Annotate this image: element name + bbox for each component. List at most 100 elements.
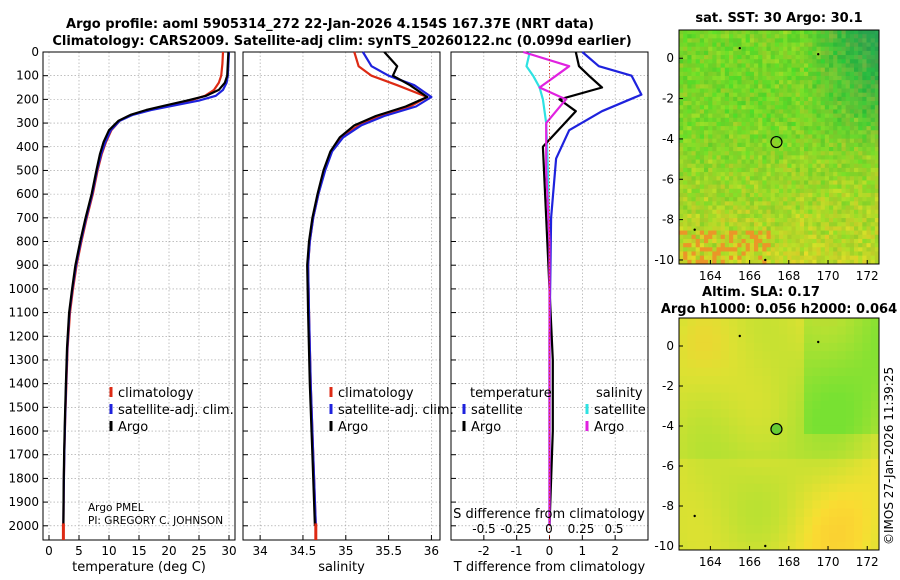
- heatmap-cell: [812, 34, 817, 39]
- heatmap-cell: [854, 334, 863, 344]
- heatmap-cell: [683, 151, 688, 156]
- heatmap-cell: [695, 197, 701, 202]
- heatmap-cell: [812, 367, 822, 377]
- heatmap-cell: [683, 147, 688, 152]
- heatmap-cell: [804, 34, 809, 39]
- y-tick-label: -8: [662, 213, 674, 227]
- heatmap-cell: [679, 96, 684, 102]
- heatmap-cell: [849, 117, 855, 123]
- y-tick-label: 1100: [8, 306, 39, 320]
- heatmap-cell: [858, 155, 863, 160]
- heatmap-cell: [720, 75, 726, 81]
- heatmap-cell: [799, 142, 805, 148]
- heatmap-cell: [733, 159, 738, 165]
- heatmap-cell: [849, 255, 855, 261]
- heatmap-cell: [774, 117, 780, 123]
- heatmap-cell: [845, 222, 851, 227]
- heatmap-cell: [824, 247, 830, 252]
- heatmap-cell: [799, 222, 805, 227]
- heatmap-cell: [841, 113, 847, 119]
- heatmap-cell: [695, 59, 701, 64]
- heatmap-cell: [874, 42, 880, 48]
- heatmap-cell: [812, 318, 822, 327]
- heatmap-cell: [779, 172, 784, 177]
- heatmap-cell: [679, 201, 684, 206]
- heatmap-cell: [687, 55, 692, 60]
- heatmap-cell: [783, 34, 788, 39]
- heatmap-cell: [741, 117, 747, 123]
- heatmap-cell: [862, 180, 867, 186]
- heatmap-cell: [824, 163, 830, 169]
- heatmap-cell: [712, 318, 722, 327]
- heatmap-cell: [745, 201, 751, 206]
- heatmap-cell: [716, 105, 722, 110]
- heatmap-cell: [695, 130, 701, 135]
- heatmap-cell: [758, 134, 763, 140]
- heatmap-cell: [762, 425, 772, 435]
- heatmap-cell: [741, 209, 747, 215]
- heatmap-cell: [712, 172, 717, 177]
- heatmap-cell: [679, 113, 684, 119]
- heatmap-cell: [791, 84, 797, 89]
- heatmap-cell: [758, 138, 763, 144]
- heatmap-cell: [737, 359, 747, 369]
- heatmap-cell: [762, 230, 767, 236]
- heatmap-cell: [704, 541, 713, 551]
- heatmap-cell: [791, 101, 797, 106]
- heatmap-cell: [716, 180, 722, 186]
- heatmap-cell: [837, 71, 842, 77]
- heatmap-cell: [762, 247, 767, 252]
- heatmap-cell: [687, 176, 692, 181]
- heatmap-cell: [829, 400, 838, 410]
- heatmap-cell: [862, 541, 872, 551]
- heatmap-cell: [712, 63, 717, 69]
- heatmap-cell: [795, 409, 805, 418]
- heatmap-cell: [683, 176, 688, 181]
- heatmap-cell: [820, 238, 826, 244]
- heatmap-cell: [837, 508, 847, 518]
- heatmap-cell: [799, 172, 805, 177]
- heatmap-cell: [845, 234, 851, 240]
- heatmap-cell: [683, 209, 688, 215]
- heatmap-cell: [695, 222, 701, 227]
- heatmap-cell: [737, 492, 747, 501]
- heatmap-cell: [779, 147, 784, 152]
- heatmap-cell: [829, 483, 838, 493]
- heatmap-cell: [874, 38, 880, 43]
- heatmap-cell: [683, 80, 688, 85]
- heatmap-cell: [749, 134, 755, 140]
- heatmap-cell: [837, 109, 842, 114]
- heatmap-cell: [724, 259, 730, 265]
- heatmap-cell: [720, 92, 726, 98]
- heatmap-cell: [820, 359, 830, 369]
- heatmap-cell: [829, 533, 838, 543]
- heatmap-cell: [745, 425, 755, 435]
- heatmap-cell: [770, 147, 776, 152]
- heatmap-cell: [816, 84, 822, 89]
- heatmap-cell: [816, 188, 822, 194]
- heatmap-cell: [695, 121, 701, 127]
- heatmap-cell: [687, 92, 692, 98]
- heatmap-cell: [804, 75, 809, 81]
- heatmap-cell: [833, 84, 838, 89]
- heatmap-cell: [737, 392, 747, 402]
- heatmap-cell: [783, 251, 788, 257]
- heatmap-cell: [820, 34, 826, 39]
- heatmap-cell: [799, 121, 805, 127]
- heatmap-cell: [770, 84, 776, 89]
- heatmap-cell: [812, 176, 817, 181]
- heatmap-cell: [712, 71, 717, 77]
- heatmap-cell: [837, 247, 842, 252]
- heatmap-cell: [870, 46, 876, 52]
- heatmap-cell: [704, 38, 709, 43]
- heatmap-cell: [679, 142, 684, 148]
- heatmap-cell: [854, 376, 863, 385]
- heatmap-cell: [712, 226, 717, 231]
- heatmap-cell: [779, 218, 784, 223]
- heatmap-cell: [729, 121, 734, 127]
- x-tick-label: 170: [817, 555, 840, 569]
- heatmap-cell: [829, 508, 838, 518]
- heatmap-cell: [749, 251, 755, 257]
- heatmap-cell: [691, 38, 697, 43]
- heatmap-cell: [779, 180, 784, 186]
